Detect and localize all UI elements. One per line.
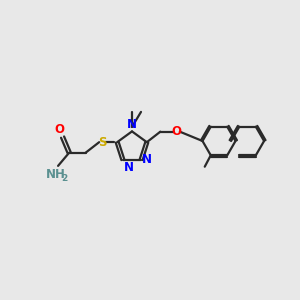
Text: 2: 2 bbox=[61, 174, 67, 183]
Text: O: O bbox=[54, 123, 64, 136]
Text: N: N bbox=[142, 153, 152, 166]
Text: NH: NH bbox=[46, 168, 66, 181]
Text: N: N bbox=[124, 160, 134, 173]
Text: N: N bbox=[127, 118, 137, 131]
Text: O: O bbox=[172, 125, 182, 138]
Text: S: S bbox=[98, 136, 106, 149]
